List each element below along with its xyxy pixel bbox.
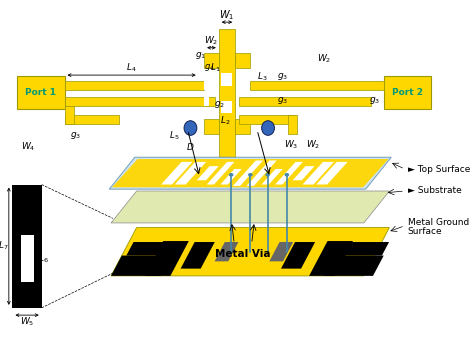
Ellipse shape <box>262 121 274 135</box>
Polygon shape <box>233 160 263 186</box>
Ellipse shape <box>229 173 233 177</box>
Polygon shape <box>325 255 384 276</box>
Text: Surface: Surface <box>408 227 442 236</box>
Bar <box>21 235 35 282</box>
Polygon shape <box>109 157 391 189</box>
Text: ► Top Surface: ► Top Surface <box>408 164 470 174</box>
Text: Port 1: Port 1 <box>25 88 56 97</box>
Bar <box>204 97 209 106</box>
Text: $W_1$: $W_1$ <box>219 8 235 22</box>
Bar <box>64 115 119 124</box>
Text: $W_3$: $W_3$ <box>284 138 299 151</box>
Ellipse shape <box>265 173 270 177</box>
Ellipse shape <box>284 173 289 177</box>
Text: $W_2$: $W_2$ <box>317 53 332 65</box>
Text: $L_4$: $L_4$ <box>126 62 137 74</box>
Bar <box>221 73 232 86</box>
Text: $g_3$: $g_3$ <box>369 95 380 106</box>
Text: $g_3$: $g_3$ <box>70 130 81 141</box>
Text: $D$: $D$ <box>186 141 195 152</box>
Text: $L_3$: $L_3$ <box>257 71 268 83</box>
Bar <box>235 119 250 133</box>
Text: $g_1$: $g_1$ <box>195 50 206 61</box>
Polygon shape <box>111 255 172 276</box>
Text: $L_7$: $L_7$ <box>0 240 9 252</box>
Polygon shape <box>161 162 192 185</box>
Polygon shape <box>275 162 303 185</box>
Bar <box>288 115 297 133</box>
Text: Metal Via: Metal Via <box>215 249 270 259</box>
Polygon shape <box>220 169 242 185</box>
Text: $W_2$: $W_2$ <box>204 34 219 47</box>
Ellipse shape <box>184 121 197 135</box>
Bar <box>204 53 219 68</box>
Bar <box>204 81 209 90</box>
Bar <box>219 29 235 157</box>
Polygon shape <box>246 160 277 186</box>
Text: $g_3$: $g_3$ <box>277 95 288 106</box>
Bar <box>250 81 384 90</box>
Ellipse shape <box>248 173 253 177</box>
Text: $g_2$: $g_2$ <box>214 99 225 110</box>
Text: $L_6$: $L_6$ <box>38 252 49 265</box>
Bar <box>239 115 293 124</box>
Polygon shape <box>309 241 353 276</box>
Polygon shape <box>292 166 315 180</box>
Text: $W_5$: $W_5$ <box>20 315 34 328</box>
Text: $L_2$: $L_2$ <box>220 115 230 127</box>
Bar <box>64 106 73 124</box>
Bar <box>64 97 215 106</box>
Polygon shape <box>197 166 219 180</box>
Bar <box>204 119 219 133</box>
Text: $W_4$: $W_4$ <box>21 140 35 153</box>
Text: $g_3$: $g_3$ <box>277 71 288 83</box>
Polygon shape <box>111 191 390 223</box>
Polygon shape <box>127 242 177 255</box>
Bar <box>235 53 250 68</box>
Text: ► Substrate: ► Substrate <box>408 186 461 195</box>
Text: $W_2$: $W_2$ <box>306 138 321 151</box>
Polygon shape <box>207 162 235 185</box>
Polygon shape <box>175 162 206 185</box>
Bar <box>384 76 431 109</box>
Text: $W_6$: $W_6$ <box>21 293 34 305</box>
Text: Port 2: Port 2 <box>392 88 423 97</box>
Polygon shape <box>331 242 389 255</box>
Bar <box>17 76 64 109</box>
Bar <box>64 81 204 90</box>
Polygon shape <box>262 169 283 185</box>
Text: $L_1$: $L_1$ <box>210 62 220 74</box>
Bar <box>239 97 371 106</box>
Polygon shape <box>181 242 215 269</box>
Bar <box>221 101 232 114</box>
Polygon shape <box>302 162 334 185</box>
Polygon shape <box>112 159 389 187</box>
Bar <box>12 185 42 308</box>
Bar <box>245 81 250 90</box>
Polygon shape <box>145 241 189 276</box>
Bar <box>373 97 380 106</box>
Polygon shape <box>281 242 315 269</box>
Polygon shape <box>215 242 238 262</box>
Text: $L_5$: $L_5$ <box>169 129 180 142</box>
Text: $g_4$: $g_4$ <box>204 62 215 73</box>
Polygon shape <box>316 162 347 185</box>
Text: Metal Ground: Metal Ground <box>408 217 469 226</box>
Polygon shape <box>111 227 390 276</box>
Polygon shape <box>269 242 293 262</box>
